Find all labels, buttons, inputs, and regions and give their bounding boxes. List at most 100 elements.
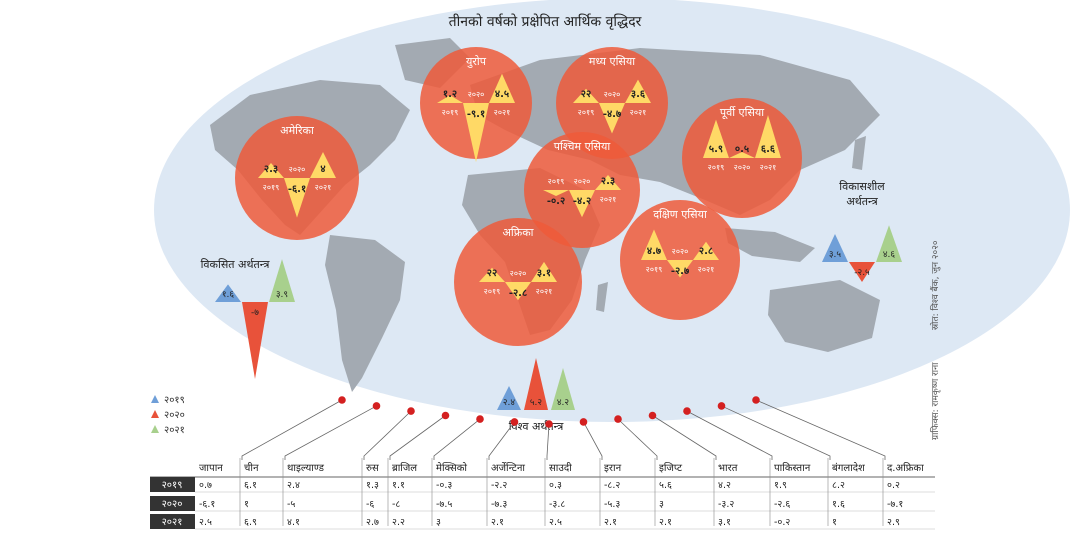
region-growth-triangle xyxy=(573,88,599,103)
country-marker-dot xyxy=(407,407,415,415)
chart-title: तीनको वर्षको प्रक्षेपित आर्थिक वृद्धिदर xyxy=(449,13,642,30)
southeast-asia-shape xyxy=(725,228,815,262)
region-growth-triangle xyxy=(599,103,625,134)
country-name: पाकिस्तान xyxy=(774,462,811,474)
table-cell: १.९ xyxy=(774,480,787,491)
table-cell: -३.२ xyxy=(718,499,734,510)
table-cell: १.३ xyxy=(366,480,379,491)
table-cell: ३.१ xyxy=(718,517,731,528)
region-year-label: २०२१ xyxy=(760,163,777,172)
table-cell: ४.२ xyxy=(718,480,731,491)
region-7: अफ्रिका २२ २०१९ -२.८ २०२० ३.१ २०२१ xyxy=(454,218,582,346)
legend-swatch xyxy=(151,410,159,418)
group-value-label: -२.५ xyxy=(854,268,870,278)
table-cell: ३ xyxy=(436,517,441,528)
australia-shape xyxy=(768,280,880,352)
country-marker-dot xyxy=(441,411,450,420)
region-growth-triangle xyxy=(693,241,719,260)
group-growth-triangle xyxy=(242,302,268,379)
table-cell: २.२ xyxy=(392,517,405,528)
region-year-label: २०१९ xyxy=(578,108,595,117)
year-row-label: २०२१ xyxy=(162,517,183,528)
table-cell: ०.३ xyxy=(549,480,562,491)
country-growth-table: २०१९ २०२० २०२१ जापान ०.७ -६.१ २.५ चीन ६.१ १ ६.९ थाइ… xyxy=(150,458,935,530)
region-value-label: -४.२ xyxy=(573,196,591,207)
economy-groups: १.६ -७ ३.९ विकसित अर्थतन्त्र ३.५ -२.५ ४.६ विकास… xyxy=(201,180,902,433)
region-value-label: ४ xyxy=(320,164,325,175)
region-growth-triangle xyxy=(595,175,621,190)
table-cell: ३ xyxy=(659,499,664,510)
table-cell: -२.६ xyxy=(774,499,790,510)
south-america-shape xyxy=(325,235,405,392)
region-growth-triangle xyxy=(310,152,336,178)
country-marker-dot xyxy=(648,411,657,420)
region-3: मध्य एसिया २२ २०१९ -४.७ २०२० ३.६ २०२१ xyxy=(556,47,668,159)
region-growth-triangle xyxy=(543,190,569,196)
country-name: द.अफ्रिका xyxy=(887,462,924,474)
region-year-label: २०२० xyxy=(574,177,591,186)
group-value-label: १.६ xyxy=(222,290,235,300)
region-year-label: २०१९ xyxy=(484,287,501,296)
country-leader-line xyxy=(284,405,377,460)
region-growth-triangle xyxy=(641,229,667,260)
economy-group-3: २.४ ५.२ ४.२विश्व अर्थतन्त्र xyxy=(497,358,575,433)
region-2: युरोप १.२ २०१९ -९.१ २०२० ४.५ २०२१ xyxy=(420,47,532,163)
region-value-label: ४.७ xyxy=(647,246,662,257)
region-value-label: ०.५ xyxy=(735,144,749,155)
region-year-label: २०२० xyxy=(734,163,751,172)
country-marker-dot xyxy=(338,396,346,404)
group-growth-triangle xyxy=(876,225,902,262)
table-cell: -८.२ xyxy=(604,480,620,491)
group-growth-triangle xyxy=(524,358,548,410)
country-name: ब्राजिल xyxy=(392,462,417,474)
legend-label: २०१९ xyxy=(164,395,185,406)
table-cell: -०.२ xyxy=(774,517,790,528)
country-marker-dot xyxy=(579,418,588,426)
region-1: अमेरिका २.३ २०१९ -६.१ २०२० ४ २०२१ xyxy=(235,116,359,240)
country-marker-dot xyxy=(717,402,726,410)
group-value-label: ५.२ xyxy=(530,398,543,408)
region-year-label: २०१९ xyxy=(263,183,280,192)
region-value-label: २.३ xyxy=(264,164,278,175)
legend-swatch xyxy=(151,395,159,403)
country-name: रुस xyxy=(366,463,379,474)
group-growth-triangle xyxy=(497,386,521,410)
region-growth-triangle xyxy=(258,163,284,178)
country-leader-line xyxy=(488,421,515,460)
region-year-label: २०२० xyxy=(604,90,621,99)
region-growth-triangle xyxy=(489,73,515,103)
region-growth-triangle xyxy=(437,95,463,103)
year-row-label-bg xyxy=(150,514,195,529)
country-name: भारत xyxy=(718,463,738,474)
table-cell: २.१ xyxy=(604,517,617,528)
group-growth-triangle xyxy=(215,284,241,302)
table-cell: १.६ xyxy=(832,499,845,510)
region-year-label: २०२१ xyxy=(536,287,553,296)
country-name: थाइल्याण्ड xyxy=(287,463,325,474)
country-leader-line xyxy=(583,421,603,460)
country-name: इरान xyxy=(604,463,622,474)
country-marker-dot xyxy=(510,418,519,426)
region-value-label: २.३ xyxy=(601,176,615,187)
region-value-label: -२.७ xyxy=(671,266,690,277)
country-leader-line xyxy=(363,410,412,460)
country-leader-lines xyxy=(241,396,886,460)
country-leader-line xyxy=(241,399,343,460)
group-growth-triangle xyxy=(849,262,875,282)
region-value-label: २२ xyxy=(581,89,591,100)
group-name: विकसित अर्थतन्त्र xyxy=(201,258,271,271)
region-4: पूर्वी एसिया ५.९ २०१९ ०.५ २०२० ६.६ २०२१ xyxy=(682,98,802,218)
country-marker-dot xyxy=(614,415,622,423)
table-cell: -८ xyxy=(392,499,400,510)
table-cell: २.१ xyxy=(491,517,504,528)
table-cell: -६ xyxy=(366,499,374,510)
region-year-label: २०२१ xyxy=(630,108,647,117)
region-value-label: -०.२ xyxy=(547,196,565,207)
table-cell: १ xyxy=(244,499,249,510)
table-cell: ६.१ xyxy=(244,480,257,491)
table-cell: २.५ xyxy=(199,517,212,528)
region-year-label: २०२० xyxy=(289,165,306,174)
region-year-label: २०२१ xyxy=(600,195,617,204)
